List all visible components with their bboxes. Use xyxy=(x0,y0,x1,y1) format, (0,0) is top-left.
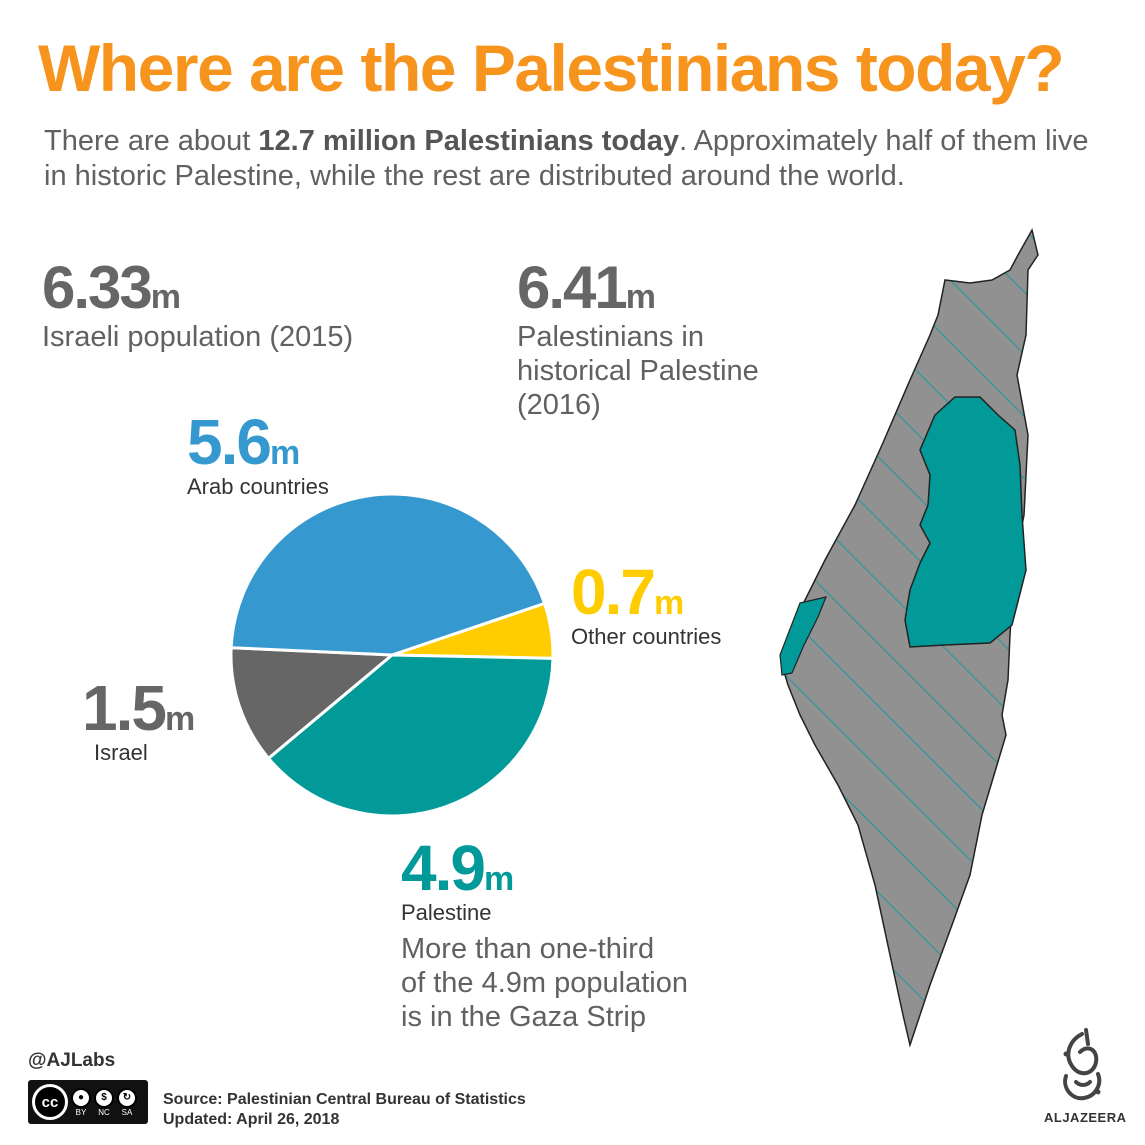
pie-slice-israel xyxy=(229,646,396,761)
stat-historical-label-1: Palestinians in xyxy=(517,321,704,353)
slice-other-unit: m xyxy=(653,584,685,622)
cc-sa: ↻ SA xyxy=(117,1087,137,1117)
gaza-note-line-3: is in the Gaza Strip xyxy=(401,1001,646,1033)
intro-after: . Approximately half of them live in his… xyxy=(44,125,1089,192)
cc-sa-icon: ↻ xyxy=(117,1087,137,1108)
intro-bold: 12.7 million Palestinians today xyxy=(258,125,680,157)
pie-slice-palestine xyxy=(266,653,555,818)
slice-israel-unit: m xyxy=(164,700,196,738)
slice-label-arab: 5.6m Arab countries xyxy=(187,410,329,500)
cc-nc: $ NC xyxy=(94,1087,114,1117)
cc-sa-tag: SA xyxy=(121,1107,133,1117)
slice-arab-label: Arab countries xyxy=(187,474,329,499)
map-west-bank xyxy=(904,396,1027,648)
slice-label-israel: 1.5m Israel xyxy=(82,676,195,766)
gaza-note: More than one-third of the 4.9m populati… xyxy=(401,932,688,1034)
gaza-note-line-2: of the 4.9m population xyxy=(401,967,688,999)
cc-by-tag: BY xyxy=(75,1107,87,1117)
slice-palestine-value: 4.9 xyxy=(401,832,486,904)
cc-by: ● BY xyxy=(71,1087,91,1117)
stat-historical: 6.41m Palestinians in historical Palesti… xyxy=(517,258,759,422)
stat-historical-value: 6.41 xyxy=(517,254,628,321)
pie-slice-arab-countries xyxy=(229,492,547,657)
slice-arab-unit: m xyxy=(269,434,301,472)
aljazeera-logo-icon xyxy=(1063,1028,1102,1101)
slice-israel-value: 1.5 xyxy=(82,672,167,744)
page-title: Where are the Palestinians today? xyxy=(38,31,1065,105)
aljazeera-wordmark: ALJAZEERA xyxy=(1044,1110,1127,1125)
footer-handle: @AJLabs xyxy=(28,1050,116,1071)
slice-palestine-label: Palestine xyxy=(401,900,492,925)
stat-israeli-unit: m xyxy=(150,278,182,316)
map-gaza-strip xyxy=(779,596,827,676)
slice-palestine-unit: m xyxy=(483,860,515,898)
stat-israeli-value: 6.33 xyxy=(42,254,153,321)
map-historical-palestine xyxy=(779,227,1039,1048)
slice-other-label: Other countries xyxy=(571,624,722,649)
cc-license-badge[interactable]: cc ● BY $ NC ↻ SA xyxy=(28,1080,148,1124)
stat-historical-label-2: historical Palestine xyxy=(517,355,759,387)
source-text: Source: Palestinian Central Bureau of St… xyxy=(163,1091,526,1108)
cc-icon: cc xyxy=(32,1084,68,1120)
cc-nc-tag: NC xyxy=(98,1107,110,1117)
cc-nc-icon: $ xyxy=(94,1087,114,1108)
slice-other-value: 0.7 xyxy=(571,556,656,628)
slice-label-palestine: 4.9m Palestine xyxy=(401,836,514,926)
stat-israeli-label: Israeli population (2015) xyxy=(42,321,354,353)
intro-before: There are about xyxy=(44,125,259,157)
slice-label-other: 0.7m Other countries xyxy=(571,560,721,650)
slice-arab-value: 5.6 xyxy=(187,406,272,478)
gaza-note-line-1: More than one-third xyxy=(401,933,655,965)
cc-by-icon: ● xyxy=(71,1087,91,1108)
stat-israeli: 6.33m Israeli population (2015) xyxy=(42,258,353,354)
source-block: Source: Palestinian Central Bureau of St… xyxy=(163,1090,526,1130)
stat-historical-unit: m xyxy=(625,278,657,316)
slice-israel-label: Israel xyxy=(94,740,148,765)
intro-text: There are about 12.7 million Palestinian… xyxy=(44,124,1094,194)
stat-historical-label-3: (2016) xyxy=(517,389,601,421)
updated-text: Updated: April 26, 2018 xyxy=(163,1111,340,1128)
